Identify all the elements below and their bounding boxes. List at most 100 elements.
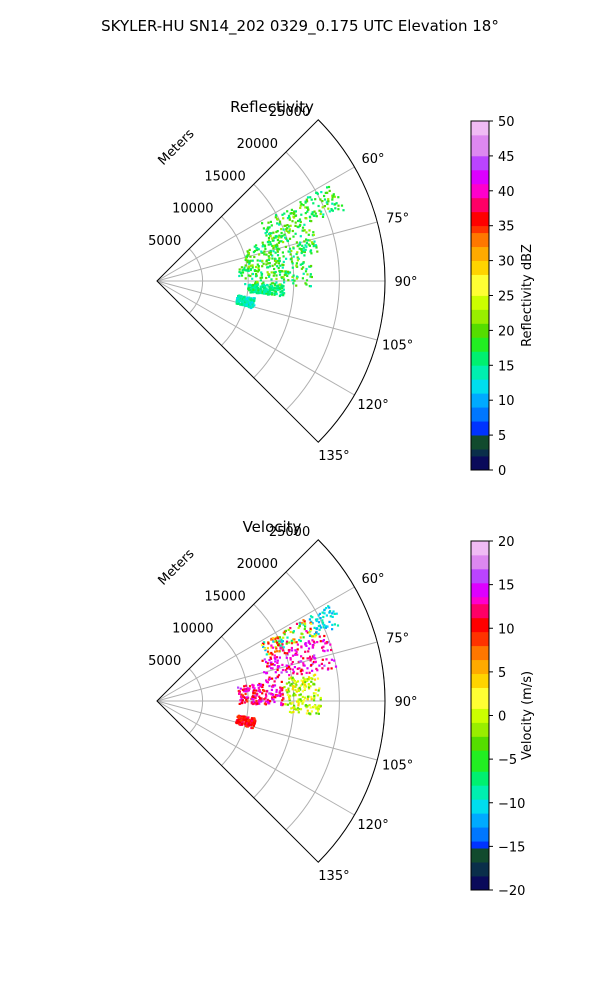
echo-cell bbox=[301, 681, 305, 684]
colorbar-tick-label: −10 bbox=[498, 797, 525, 812]
echo-cell bbox=[291, 678, 294, 681]
echo-cell bbox=[277, 262, 280, 265]
echo-cell bbox=[295, 641, 298, 644]
echo-cell bbox=[307, 640, 310, 643]
echo-cell bbox=[240, 266, 243, 269]
echo-cell bbox=[326, 186, 329, 189]
echo-cell bbox=[295, 284, 298, 287]
echo-cell bbox=[283, 233, 286, 236]
echo-cell bbox=[313, 210, 316, 213]
echo-cell bbox=[248, 262, 251, 265]
echo-cell bbox=[257, 291, 260, 294]
echo-cell bbox=[296, 708, 300, 711]
echo-cell bbox=[307, 676, 311, 679]
echo-cell bbox=[260, 272, 264, 276]
echo-cell bbox=[267, 291, 270, 294]
theta-tick-label: 135° bbox=[318, 449, 349, 464]
echo-cell bbox=[323, 650, 326, 653]
echo-cell bbox=[292, 694, 295, 697]
echo-cell bbox=[276, 265, 279, 268]
echo-cell bbox=[276, 665, 280, 668]
colorbar-segment bbox=[471, 778, 489, 786]
echo-cell bbox=[243, 301, 247, 304]
echo-cell bbox=[304, 683, 307, 686]
echo-cell bbox=[254, 719, 257, 722]
r-tick-label: 20000 bbox=[237, 557, 278, 572]
echo-cell bbox=[271, 264, 274, 267]
angular-gridline bbox=[156, 641, 378, 702]
echo-cell bbox=[282, 649, 285, 652]
echo-cell bbox=[276, 250, 279, 253]
echo-cell bbox=[252, 283, 255, 287]
echo-cell bbox=[264, 285, 267, 288]
echo-cell bbox=[253, 255, 256, 259]
echo-cell bbox=[263, 283, 266, 286]
echo-cell bbox=[270, 271, 273, 274]
echo-cell bbox=[258, 253, 261, 256]
echo-cell bbox=[269, 249, 272, 252]
echo-cell bbox=[307, 683, 310, 686]
echo-cell bbox=[316, 627, 319, 630]
echo-cell bbox=[319, 696, 322, 700]
echo-cell bbox=[272, 698, 275, 701]
colorbar-segment bbox=[471, 757, 489, 765]
echo-cell bbox=[271, 696, 274, 699]
echo-cell bbox=[263, 641, 266, 644]
echo-cell bbox=[267, 255, 270, 258]
echo-cell bbox=[273, 267, 276, 271]
echo-cell bbox=[249, 288, 252, 291]
echo-cell bbox=[295, 252, 298, 256]
echo-cell bbox=[304, 704, 307, 707]
echo-cell bbox=[309, 627, 312, 630]
echo-cell bbox=[285, 257, 288, 260]
echo-cell bbox=[257, 700, 260, 703]
colorbar-segment bbox=[471, 288, 489, 296]
echo-cell bbox=[244, 304, 247, 308]
echo-cell bbox=[253, 304, 256, 307]
echo-cell bbox=[333, 612, 336, 615]
echo-cell bbox=[318, 628, 321, 631]
echo-cell bbox=[248, 261, 251, 264]
echo-cell bbox=[331, 623, 334, 626]
echo-cell bbox=[306, 631, 309, 634]
echo-cell bbox=[277, 286, 280, 289]
colorbar-segment bbox=[471, 547, 489, 556]
echo-cell bbox=[251, 683, 254, 686]
echo-cell bbox=[305, 241, 308, 244]
colorbar-segment bbox=[471, 246, 489, 255]
echo-cell bbox=[240, 303, 243, 306]
echo-cell bbox=[322, 649, 325, 652]
echo-cell bbox=[321, 619, 324, 622]
echo-cell bbox=[277, 236, 280, 239]
echo-cell bbox=[253, 250, 256, 253]
echo-cell bbox=[305, 217, 308, 220]
colorbar-segment bbox=[471, 687, 489, 695]
echo-cell bbox=[247, 716, 250, 719]
echo-cell bbox=[309, 275, 312, 278]
echo-cell bbox=[300, 660, 303, 663]
echo-cell bbox=[274, 284, 277, 287]
echo-cell bbox=[299, 708, 303, 711]
echo-cell bbox=[247, 689, 250, 692]
echo-cell bbox=[330, 658, 333, 661]
colorbar-segment bbox=[471, 225, 489, 234]
echo-cell bbox=[329, 610, 332, 613]
echo-cell bbox=[276, 244, 279, 247]
echo-cell bbox=[292, 211, 295, 215]
echo-cell bbox=[270, 646, 273, 649]
echo-cell bbox=[243, 298, 246, 301]
echo-cell bbox=[262, 243, 265, 247]
colorbar-tick-label: 5 bbox=[498, 429, 506, 444]
echo-cell bbox=[291, 275, 294, 279]
echo-cell bbox=[239, 303, 242, 306]
echo-cell bbox=[238, 274, 241, 278]
echo-cell bbox=[265, 695, 268, 698]
echo-cell bbox=[281, 668, 285, 672]
echo-cell bbox=[270, 663, 273, 666]
r-tick-label: 5000 bbox=[148, 234, 181, 249]
echo-cell bbox=[277, 642, 280, 646]
echo-cell bbox=[266, 647, 269, 650]
echo-cell bbox=[292, 686, 295, 689]
chart-title: Velocity bbox=[243, 518, 302, 536]
echo-cell bbox=[293, 704, 296, 707]
